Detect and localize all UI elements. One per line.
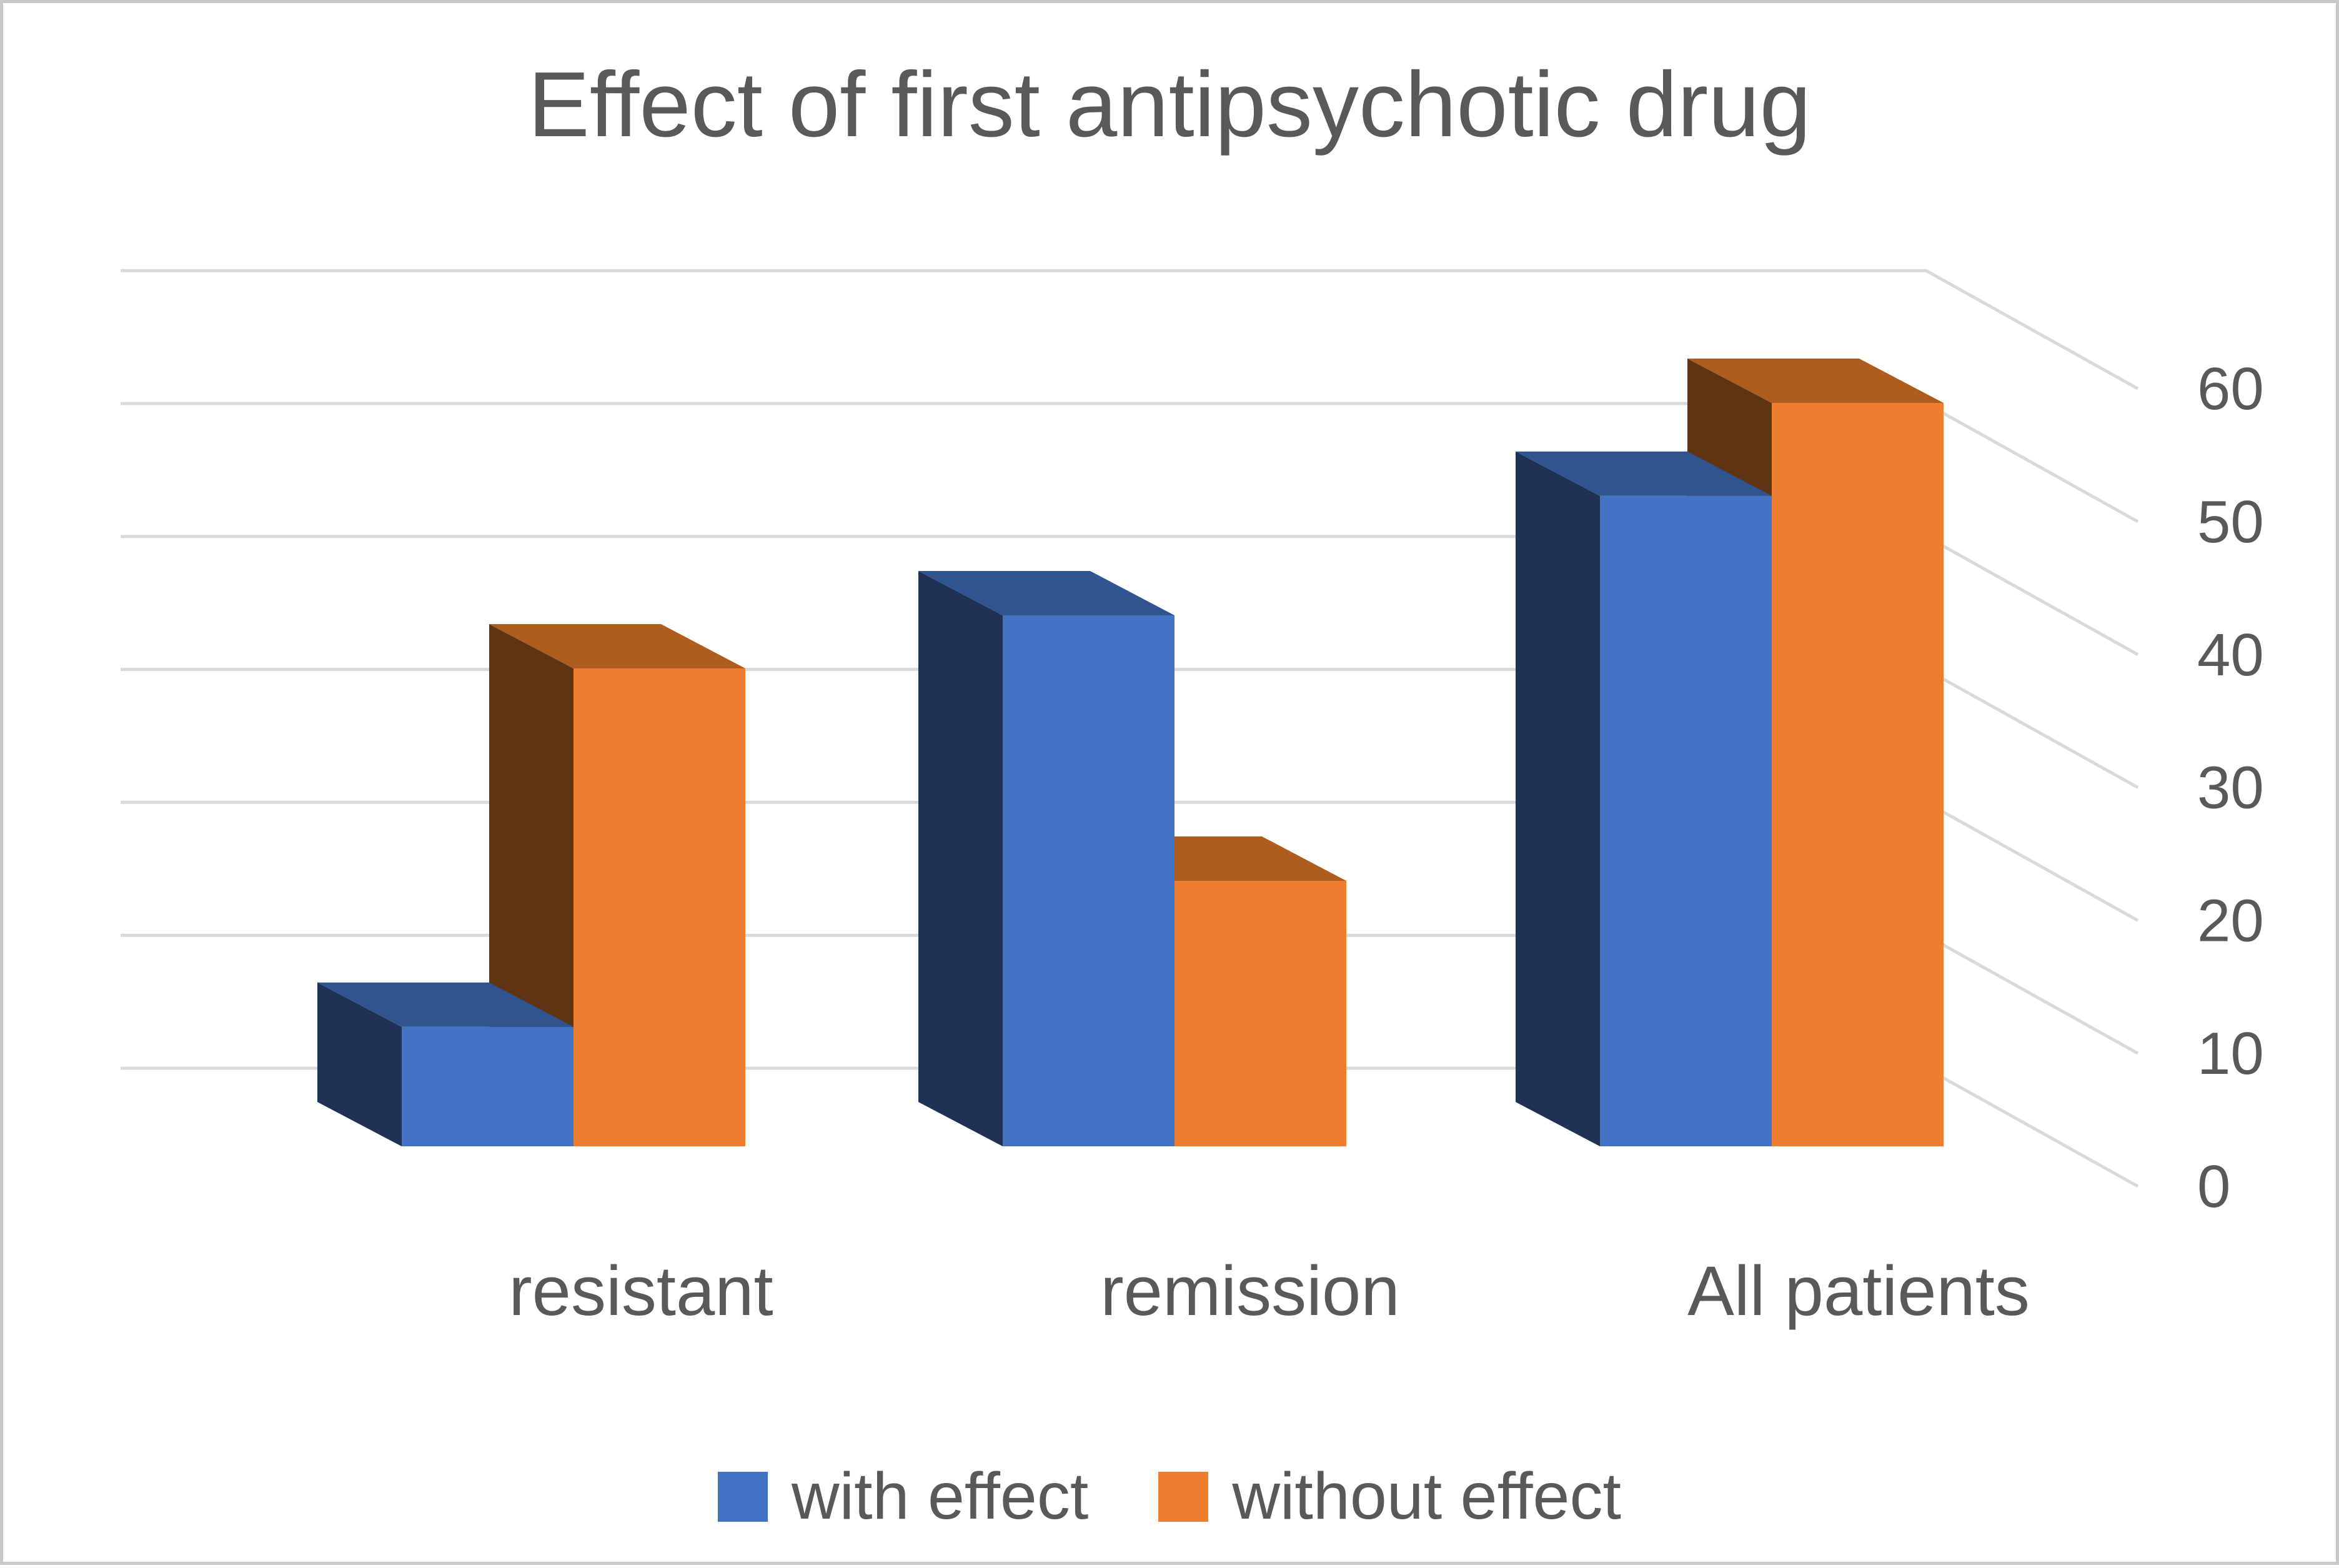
plot-area: 0 10 20 30 40 50 60 resistant remission All patie… xyxy=(3,3,2339,1568)
y-axis-label-40: 40 xyxy=(2197,622,2264,688)
legend-item-without-effect[interactable]: without effect xyxy=(1158,1459,1621,1534)
y-axis-label-10: 10 xyxy=(2197,1020,2264,1087)
bar-with-effect-resistant[interactable] xyxy=(317,983,574,1146)
x-axis-category-label-resistant: resistant xyxy=(509,1252,773,1330)
y-axis-label-20: 20 xyxy=(2197,887,2264,954)
bar-front-face xyxy=(1003,615,1174,1146)
bar-with-effect-all-patients[interactable] xyxy=(1516,452,1772,1146)
y-axis-label-0: 0 xyxy=(2197,1153,2230,1220)
legend-item-with-effect[interactable]: with effect xyxy=(718,1459,1088,1534)
bar-with-effect-remission[interactable] xyxy=(918,571,1174,1146)
x-axis-category-label-all-patients: All patients xyxy=(1687,1252,2030,1330)
legend-label-without-effect: without effect xyxy=(1232,1459,1621,1534)
bar-front-face xyxy=(402,1027,574,1146)
bar-front-face xyxy=(574,668,745,1146)
y-axis-label-30: 30 xyxy=(2197,755,2264,821)
legend-label-with-effect: with effect xyxy=(792,1459,1088,1534)
bar-side-face xyxy=(1516,452,1600,1146)
bar-side-face xyxy=(918,571,1003,1146)
bar-front-face xyxy=(1600,496,1772,1146)
legend-swatch-with-effect xyxy=(718,1472,768,1522)
y-axis-label-60: 60 xyxy=(2197,355,2264,422)
y-axis-label-50: 50 xyxy=(2197,489,2264,555)
legend: with effect without effect xyxy=(3,1459,2336,1534)
bar-front-face xyxy=(1772,403,1944,1146)
bar-front-face xyxy=(1174,881,1346,1146)
legend-swatch-without-effect xyxy=(1158,1472,1208,1522)
x-axis-category-label-remission: remission xyxy=(1100,1252,1399,1330)
